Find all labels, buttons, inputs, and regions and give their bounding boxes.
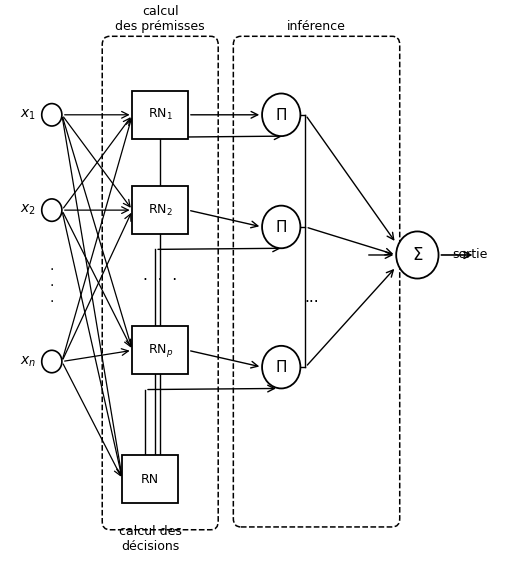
Text: $\Sigma$: $\Sigma$: [412, 246, 423, 264]
Text: calcul des
décisions: calcul des décisions: [119, 525, 182, 554]
Circle shape: [262, 206, 300, 248]
Text: RN$_p$: RN$_p$: [148, 342, 173, 359]
Text: RN$_1$: RN$_1$: [148, 107, 173, 122]
Text: RN: RN: [141, 473, 159, 486]
Circle shape: [42, 350, 62, 373]
Text: inférence: inférence: [287, 21, 346, 33]
Text: $\Pi$: $\Pi$: [275, 107, 287, 123]
Circle shape: [262, 93, 300, 136]
FancyBboxPatch shape: [132, 186, 188, 234]
Circle shape: [42, 104, 62, 126]
Text: $x_2$: $x_2$: [20, 203, 35, 217]
FancyBboxPatch shape: [122, 456, 178, 503]
Text: RN$_2$: RN$_2$: [148, 203, 172, 218]
FancyBboxPatch shape: [132, 327, 188, 374]
Circle shape: [262, 346, 300, 388]
Text: $x_n$: $x_n$: [20, 354, 35, 369]
Circle shape: [396, 232, 439, 279]
Text: $x_1$: $x_1$: [20, 108, 35, 122]
Text: sortie: sortie: [453, 248, 488, 262]
Text: calcul
des prémisses: calcul des prémisses: [116, 6, 205, 33]
Text: ...: ...: [304, 290, 319, 305]
Circle shape: [42, 199, 62, 221]
Text: ·
·
·: · · ·: [50, 263, 54, 309]
FancyBboxPatch shape: [132, 91, 188, 139]
Text: $\Pi$: $\Pi$: [275, 359, 287, 375]
Text: ·  ·  ·: · · ·: [143, 272, 177, 288]
Text: $\Pi$: $\Pi$: [275, 219, 287, 235]
